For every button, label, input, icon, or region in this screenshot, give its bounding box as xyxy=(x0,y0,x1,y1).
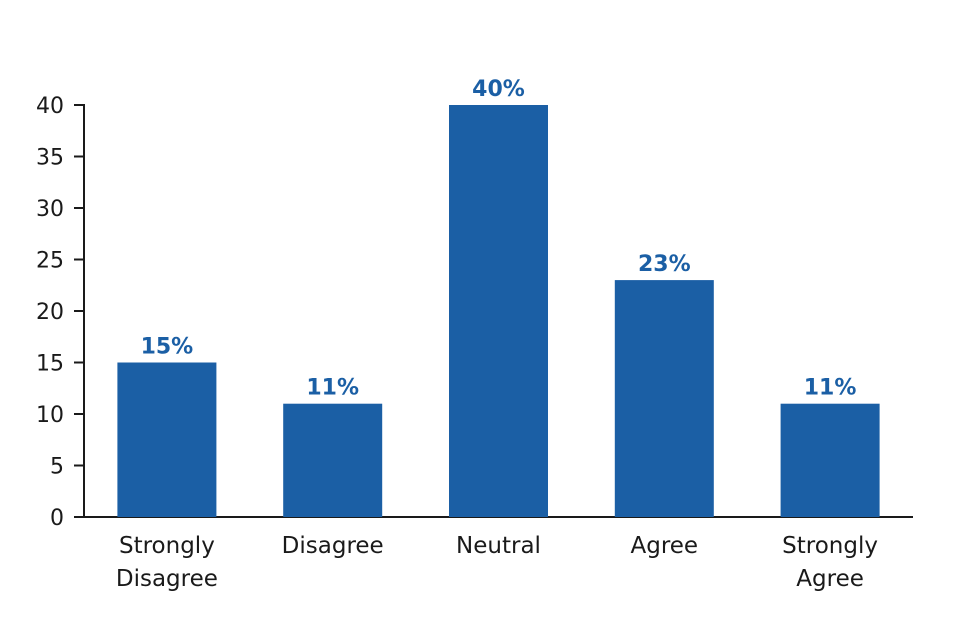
bar-value-label: 40% xyxy=(472,77,525,102)
x-category-label: Strongly Disagree xyxy=(116,533,218,592)
x-category-label: Agree xyxy=(631,533,699,559)
data-labels: 15% 11% 40% 23% 11% xyxy=(141,77,857,401)
bars xyxy=(117,105,880,517)
x-category-label: Disagree xyxy=(282,533,384,559)
y-tick-label: 25 xyxy=(36,249,64,274)
y-tick-label: 5 xyxy=(50,455,64,480)
y-tick-label: 10 xyxy=(36,403,64,428)
y-tick-label: 0 xyxy=(50,506,64,531)
bar-value-label: 23% xyxy=(638,252,691,277)
y-tick-label: 30 xyxy=(36,197,64,222)
y-tick-label: 15 xyxy=(36,352,64,377)
x-category-label: Neutral xyxy=(456,533,541,559)
bar xyxy=(283,403,383,517)
bar-value-label: 11% xyxy=(306,376,359,401)
y-tick-label: 35 xyxy=(36,146,64,171)
bar xyxy=(780,403,880,517)
bar-value-label: 15% xyxy=(141,335,194,360)
bar-value-label: 11% xyxy=(804,376,857,401)
y-tick-label: 20 xyxy=(36,300,64,325)
bar xyxy=(117,362,217,517)
y-axis-ticks: 0 5 10 15 20 25 30 35 40 xyxy=(36,94,84,531)
x-category-label: Strongly Agree xyxy=(782,533,878,592)
bar xyxy=(614,280,714,517)
category-labels: Strongly Disagree Disagree Neutral Agree Stro… xyxy=(116,533,878,592)
y-tick-label: 40 xyxy=(36,94,64,119)
bar xyxy=(449,105,548,517)
